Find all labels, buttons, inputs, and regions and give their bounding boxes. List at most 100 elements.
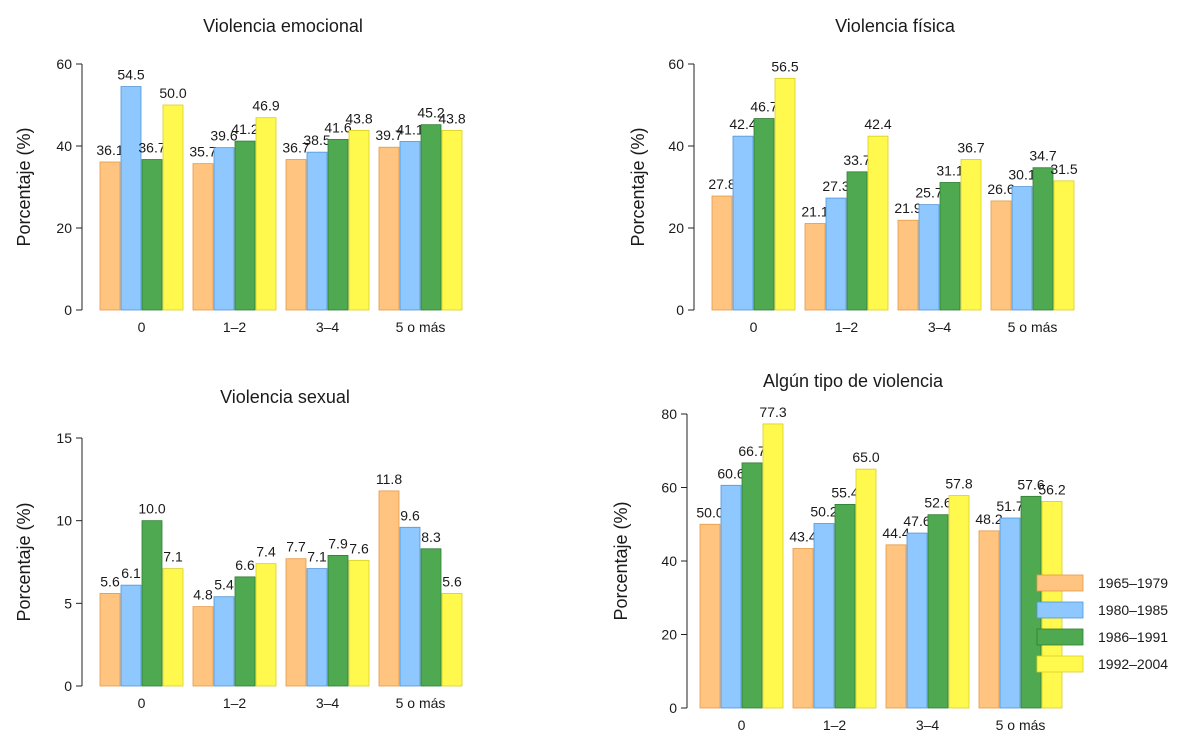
data-label: 50.2: [810, 504, 837, 520]
x-tick-label: 0: [738, 717, 746, 731]
bar: [774, 77, 796, 311]
legend-label: 1980–1985: [1098, 602, 1168, 618]
bar: [1011, 186, 1033, 311]
bar: [399, 141, 421, 311]
y-tick-label: 0: [669, 700, 677, 716]
bar: [753, 118, 775, 311]
data-label: 46.7: [750, 99, 777, 115]
data-label: 41.1: [396, 121, 423, 137]
data-label: 34.7: [1029, 148, 1056, 164]
data-label: 52.6: [924, 495, 951, 511]
chart-title: Violencia sexual: [220, 387, 350, 407]
data-label: 36.1: [96, 142, 123, 158]
chart-title: Algún tipo de violencia: [763, 371, 944, 391]
data-label: 8.3: [421, 529, 441, 545]
x-tick-label: 5 o más: [996, 717, 1046, 731]
y-axis-label: Porcentaje (%): [14, 127, 34, 246]
data-label: 50.0: [696, 504, 723, 520]
legend-swatch: [1036, 574, 1084, 592]
data-label: 44.4: [882, 525, 909, 541]
data-label: 7.1: [163, 549, 183, 565]
bar: [213, 147, 235, 311]
bar: [741, 462, 763, 709]
bar: [897, 219, 919, 311]
y-tick-label: 20: [668, 220, 684, 236]
x-tick-label: 1–2: [835, 319, 859, 335]
data-label: 43.8: [438, 110, 465, 126]
data-label: 42.4: [729, 116, 756, 132]
bar: [960, 159, 982, 311]
bar: [141, 520, 163, 687]
x-tick-label: 0: [138, 319, 146, 335]
data-label: 25.7: [915, 185, 942, 201]
data-label: 39.6: [210, 128, 237, 144]
data-label: 66.7: [738, 443, 765, 459]
x-tick-label: 5 o más: [396, 319, 446, 335]
bar: [255, 117, 277, 311]
data-label: 57.6: [1017, 476, 1044, 492]
data-label: 46.9: [252, 98, 279, 114]
data-label: 56.5: [771, 58, 798, 74]
legend-swatch: [1036, 601, 1084, 619]
data-label: 7.9: [328, 535, 348, 551]
data-label: 7.4: [256, 544, 276, 560]
bar: [885, 544, 907, 709]
bar: [327, 554, 349, 687]
data-label: 5.6: [442, 573, 462, 589]
y-tick-label: 10: [56, 513, 72, 529]
legend-swatch: [1036, 655, 1084, 673]
bar: [306, 151, 328, 311]
data-label: 51.7: [996, 498, 1023, 514]
y-tick-label: 0: [676, 302, 684, 318]
legend-label: 1965–1979: [1098, 575, 1168, 591]
bar: [378, 146, 400, 311]
bar: [792, 548, 814, 709]
bar: [234, 576, 256, 687]
bar: [420, 548, 442, 687]
bar: [99, 161, 121, 311]
y-tick-label: 60: [661, 480, 677, 496]
y-axis-label: Porcentaje (%): [611, 501, 631, 620]
y-tick-label: 0: [64, 678, 72, 694]
data-label: 45.2: [417, 105, 444, 121]
x-tick-label: 1–2: [223, 695, 247, 711]
legend-label: 1992–2004: [1098, 656, 1168, 672]
bar: [306, 568, 328, 687]
bar: [420, 124, 442, 311]
data-label: 33.7: [843, 152, 870, 168]
bar: [399, 526, 421, 687]
y-tick-label: 60: [56, 56, 72, 72]
bar: [192, 163, 214, 311]
x-tick-label: 0: [750, 319, 758, 335]
y-tick-label: 5: [64, 595, 72, 611]
bar: [939, 182, 961, 311]
bar: [192, 606, 214, 687]
bar: [285, 558, 307, 687]
x-tick-label: 1–2: [823, 717, 847, 731]
data-label: 31.5: [1050, 161, 1077, 177]
bar: [699, 523, 721, 709]
y-tick-label: 80: [661, 406, 677, 422]
x-tick-label: 3–4: [316, 695, 340, 711]
chart-title: Violencia física: [835, 16, 956, 36]
data-label: 60.6: [717, 465, 744, 481]
bar: [120, 86, 142, 311]
y-tick-label: 40: [668, 138, 684, 154]
data-label: 36.7: [282, 140, 309, 156]
bar: [762, 423, 784, 709]
bar: [834, 504, 856, 709]
bar: [99, 593, 121, 687]
bar: [441, 130, 463, 311]
bar: [141, 159, 163, 311]
chart-panel-algun-tipo-de-violencia: Algún tipo de violencia Porcentaje (%) 0 20…: [611, 371, 1066, 731]
data-label: 54.5: [117, 67, 144, 83]
bar: [255, 563, 277, 687]
data-label: 38.5: [303, 132, 330, 148]
data-label: 48.2: [975, 511, 1002, 527]
bar: [327, 139, 349, 311]
data-label: 10.0: [138, 501, 165, 517]
bar: [813, 523, 835, 709]
data-label: 30.1: [1008, 167, 1035, 183]
data-label: 36.7: [138, 140, 165, 156]
